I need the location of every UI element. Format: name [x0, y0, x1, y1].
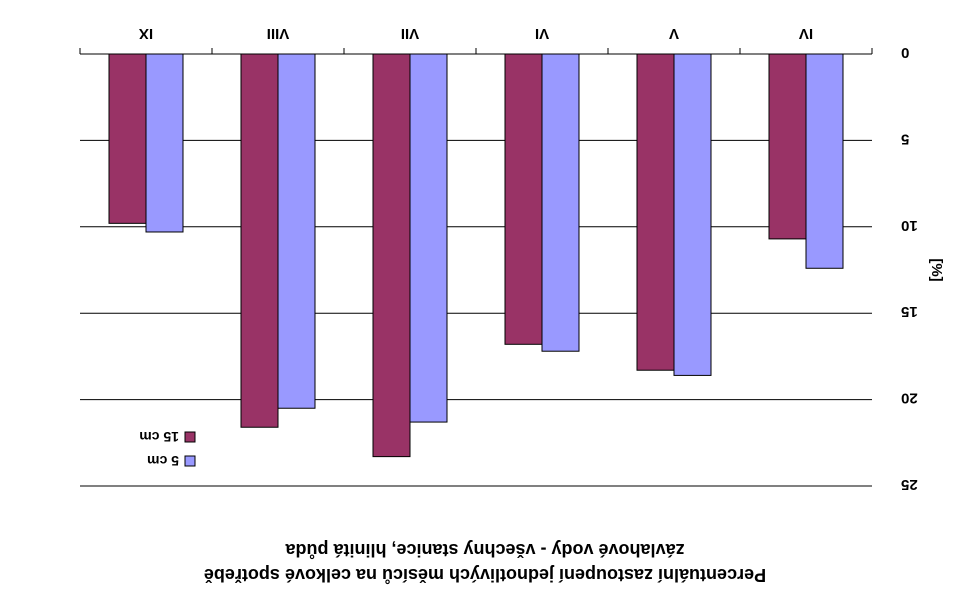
chart-title-line: Percentuální zastoupení jednotlivých měs…: [204, 565, 766, 585]
y-tick-label: 5: [901, 130, 909, 147]
bar-15cm-VIII: [240, 53, 279, 428]
bar-5cm-VI: [541, 53, 580, 352]
bar-15cm-IX: [108, 53, 147, 224]
plot-area: [79, 48, 873, 487]
bar-15cm-VI: [504, 53, 543, 345]
y-axis-label: [%]: [928, 258, 945, 281]
y-tick-label: 0: [901, 44, 909, 61]
legend: 5 cm 15 cm: [139, 429, 196, 469]
legend-swatch-5cm: [184, 455, 196, 467]
bar-5cm-IV: [805, 53, 844, 269]
x-tick-label: IX: [139, 25, 153, 42]
legend-swatch-15cm: [184, 431, 196, 443]
x-tick-label: VII: [401, 25, 419, 42]
bar-15cm-VII: [372, 53, 411, 458]
chart-title: Percentuální zastoupení jednotlivých měs…: [204, 540, 766, 585]
y-tick-label: 10: [901, 217, 918, 234]
legend-label: 5 cm: [147, 453, 179, 469]
x-tick-label: VI: [535, 25, 549, 42]
bar-5cm-IX: [145, 53, 184, 233]
axis-labels: IV V VI VII VIII IX 0 5 10 15 20 25 [%]: [139, 25, 945, 493]
bar-15cm-IV: [768, 53, 807, 240]
x-tick-label: V: [669, 25, 679, 42]
bar-5cm-VIII: [277, 53, 316, 409]
x-tick-label: IV: [799, 25, 813, 42]
legend-label: 15 cm: [139, 429, 179, 445]
y-tick-label: 25: [901, 476, 918, 493]
chart-title-line: závlahové vody - všechny stanice, hlinit…: [284, 540, 684, 560]
bar-15cm-V: [636, 53, 675, 371]
y-tick-label: 15: [901, 303, 918, 320]
bar-5cm-VII: [409, 53, 448, 423]
x-tick-label: VIII: [267, 25, 290, 42]
bar-5cm-V: [673, 53, 712, 376]
y-tick-label: 20: [901, 390, 918, 407]
